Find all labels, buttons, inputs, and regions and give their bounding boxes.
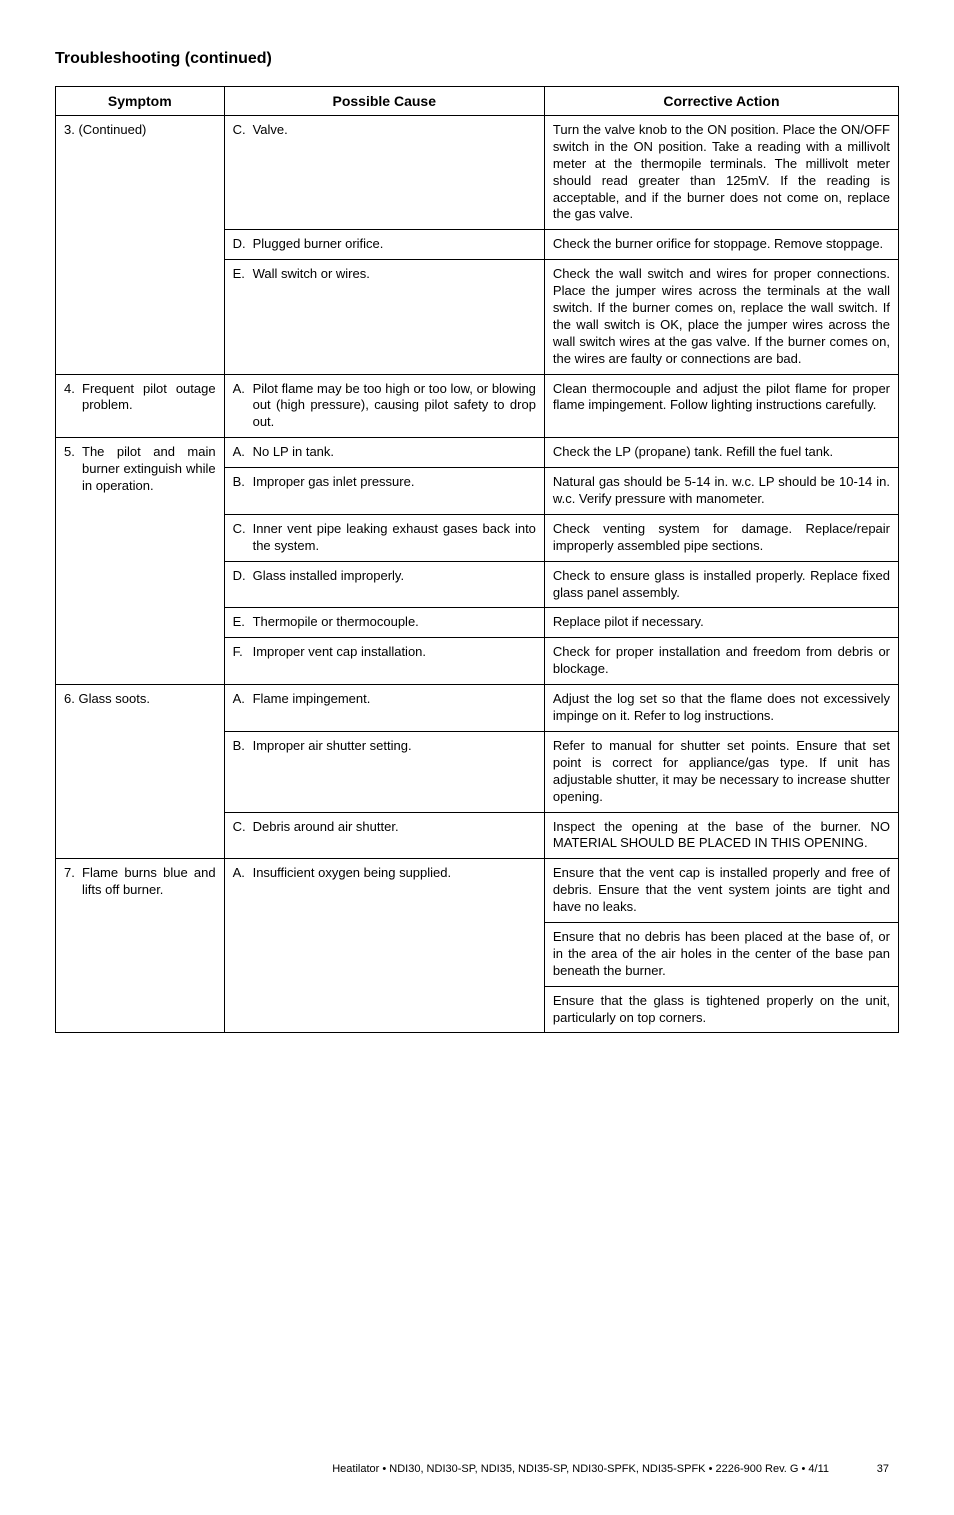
symptom-cell: 5.The pilot and main burner extinguish w… xyxy=(56,438,225,685)
cause-cell: B.Improper gas inlet pressure. xyxy=(224,468,544,515)
action-cell: Ensure that the glass is tightened prope… xyxy=(544,986,898,1033)
cause-cell: A.Pilot flame may be too high or too low… xyxy=(224,374,544,438)
table-header-row: Symptom Possible Cause Corrective Action xyxy=(56,87,899,116)
header-symptom: Symptom xyxy=(56,87,225,116)
table-row: 5.The pilot and main burner extinguish w… xyxy=(56,438,899,468)
cause-cell: D.Glass installed improperly. xyxy=(224,561,544,608)
action-cell: Inspect the opening at the base of the b… xyxy=(544,812,898,859)
cause-cell: C.Inner vent pipe leaking exhaust gases … xyxy=(224,514,544,561)
cause-cell: A.Flame impingement. xyxy=(224,685,544,732)
table-row: 3. (Continued)C.Valve.Turn the valve kno… xyxy=(56,116,899,230)
cause-cell: E.Wall switch or wires. xyxy=(224,260,544,374)
page-heading: Troubleshooting (continued) xyxy=(55,50,899,68)
action-cell: Check the burner orifice for stoppage. R… xyxy=(544,230,898,260)
cause-cell: F.Improper vent cap installation. xyxy=(224,638,544,685)
action-cell: Check the LP (propane) tank. Refill the … xyxy=(544,438,898,468)
cause-cell: C.Debris around air shutter. xyxy=(224,812,544,859)
symptom-cell: 3. (Continued) xyxy=(56,116,225,375)
footer-text: Heatilator • NDI30, NDI30-SP, NDI35, NDI… xyxy=(65,1463,859,1475)
action-cell: Check the wall switch and wires for prop… xyxy=(544,260,898,374)
cause-cell: A.No LP in tank. xyxy=(224,438,544,468)
action-cell: Ensure that the vent cap is installed pr… xyxy=(544,859,898,923)
table-row: 6. Glass soots.A.Flame impingement.Adjus… xyxy=(56,685,899,732)
header-cause: Possible Cause xyxy=(224,87,544,116)
troubleshooting-table: Symptom Possible Cause Corrective Action… xyxy=(55,86,899,1033)
page-footer: Heatilator • NDI30, NDI30-SP, NDI35, NDI… xyxy=(55,1463,899,1475)
action-cell: Adjust the log set so that the flame doe… xyxy=(544,685,898,732)
symptom-cell: 7.Flame burns blue and lifts off burner. xyxy=(56,859,225,1033)
action-cell: Natural gas should be 5-14 in. w.c. LP s… xyxy=(544,468,898,515)
symptom-cell: 4.Frequent pilot outage problem. xyxy=(56,374,225,438)
action-cell: Clean thermocouple and adjust the pilot … xyxy=(544,374,898,438)
action-cell: Check to ensure glass is installed prope… xyxy=(544,561,898,608)
table-row: 4.Frequent pilot outage problem.A.Pilot … xyxy=(56,374,899,438)
action-cell: Replace pilot if necessary. xyxy=(544,608,898,638)
symptom-cell: 6. Glass soots. xyxy=(56,685,225,859)
action-cell: Refer to manual for shutter set points. … xyxy=(544,731,898,812)
cause-cell: A.Insufficient oxygen being supplied. xyxy=(224,859,544,1033)
table-row: 7.Flame burns blue and lifts off burner.… xyxy=(56,859,899,923)
header-action: Corrective Action xyxy=(544,87,898,116)
cause-cell: B.Improper air shutter setting. xyxy=(224,731,544,812)
action-cell: Turn the valve knob to the ON position. … xyxy=(544,116,898,230)
action-cell: Ensure that no debris has been placed at… xyxy=(544,922,898,986)
cause-cell: D.Plugged burner orifice. xyxy=(224,230,544,260)
action-cell: Check venting system for damage. Replace… xyxy=(544,514,898,561)
action-cell: Check for proper installation and freedo… xyxy=(544,638,898,685)
cause-cell: C.Valve. xyxy=(224,116,544,230)
cause-cell: E.Thermopile or thermocouple. xyxy=(224,608,544,638)
page-number: 37 xyxy=(859,1463,889,1475)
